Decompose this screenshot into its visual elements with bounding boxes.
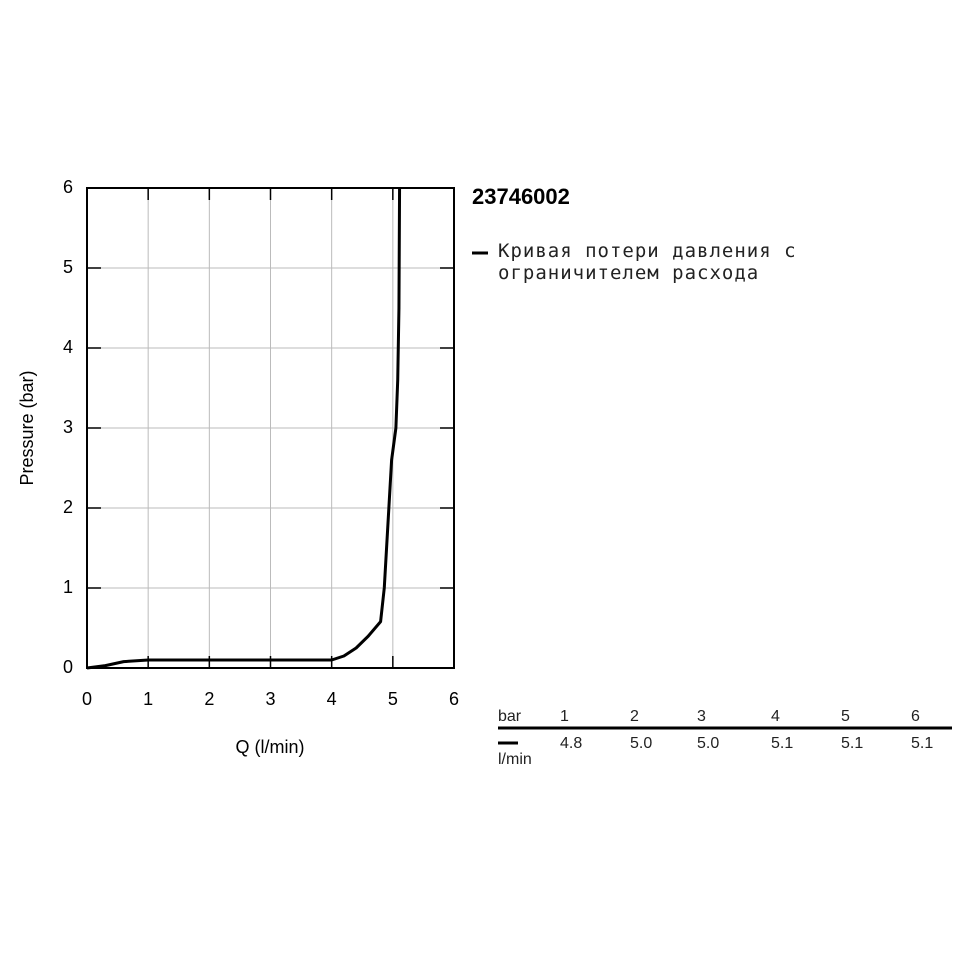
chart-title: 23746002	[472, 184, 570, 209]
y-tick-label: 4	[63, 337, 73, 357]
table-header: 5	[841, 708, 850, 725]
table-cell: 4.8	[560, 735, 583, 752]
table-cell: 5.1	[841, 735, 864, 752]
y-tick-label: 0	[63, 657, 73, 677]
y-tick-label: 3	[63, 417, 73, 437]
x-tick-label: 6	[449, 689, 459, 709]
x-tick-label: 5	[388, 689, 398, 709]
table-header: 3	[697, 708, 706, 725]
plot-frame	[86, 187, 455, 669]
x-tick-label: 4	[327, 689, 337, 709]
y-tick-label: 2	[63, 497, 73, 517]
table-unit: l/min	[498, 751, 532, 768]
table-header: 2	[630, 708, 639, 725]
y-axis-label: Pressure (bar)	[17, 370, 37, 485]
table-cell: 5.1	[771, 735, 794, 752]
x-tick-label: 0	[82, 689, 92, 709]
table-cell: 5.1	[911, 735, 934, 752]
table-cell: 5.0	[697, 735, 720, 752]
data-line	[86, 187, 402, 670]
x-tick-label: 3	[265, 689, 275, 709]
table-header: 1	[560, 708, 569, 725]
table-header: bar	[498, 708, 522, 725]
table-cell: 5.0	[630, 735, 653, 752]
x-axis-label: Q (l/min)	[236, 737, 305, 757]
x-tick-label: 1	[143, 689, 153, 709]
table-header: 4	[771, 708, 780, 725]
y-tick-label: 6	[63, 177, 73, 197]
y-tick-label: 5	[63, 257, 73, 277]
table-header: 6	[911, 708, 920, 725]
legend-label: Кривая потери давления с ограничителем р…	[498, 240, 797, 284]
x-tick-label: 2	[204, 689, 214, 709]
y-tick-label: 1	[63, 577, 73, 597]
